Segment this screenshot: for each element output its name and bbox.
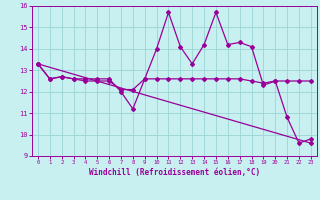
X-axis label: Windchill (Refroidissement éolien,°C): Windchill (Refroidissement éolien,°C): [89, 168, 260, 177]
